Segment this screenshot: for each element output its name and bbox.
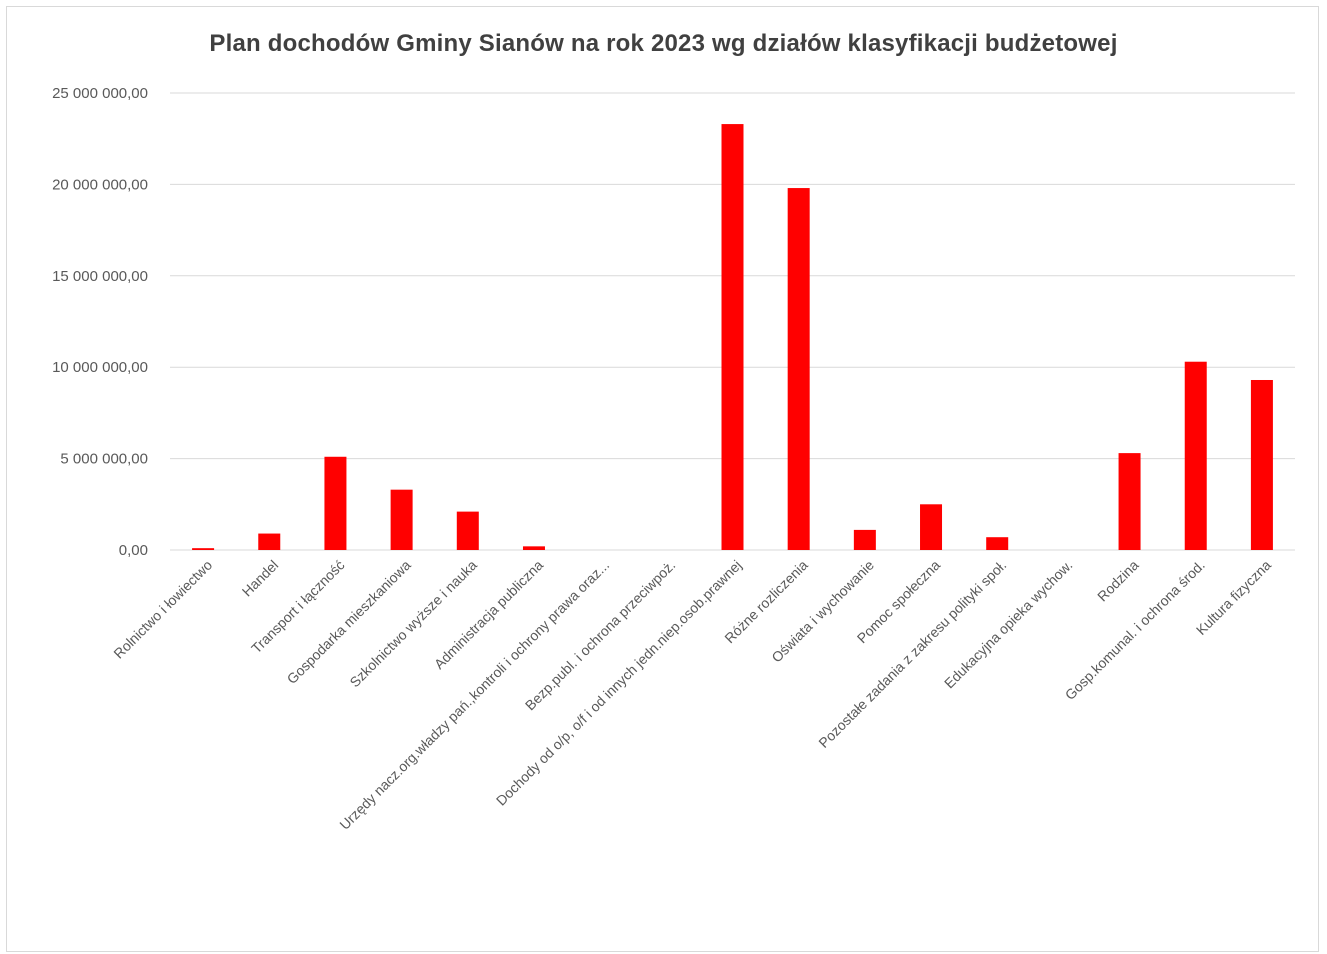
- bar: [324, 456, 347, 550]
- x-tick-label: Handel: [239, 557, 282, 600]
- bar: [787, 188, 810, 550]
- x-tick-label: Gosp.komunal. i ochrona środ.: [1062, 557, 1208, 703]
- y-axis-ticks: 0,00 5 000 000,00 10 000 000,00 15 000 000,…: [52, 85, 148, 559]
- bar: [1250, 379, 1273, 550]
- y-tick-label: 20 000 000,00: [52, 176, 148, 193]
- x-tick-label: Gospodarka mieszkaniowa: [284, 557, 414, 687]
- bar: [192, 548, 215, 550]
- bar: [986, 537, 1009, 550]
- x-tick-label: Dochody od o/p, o/f i od innych jedn.nie…: [493, 557, 745, 809]
- x-tick-label: Rodzina: [1094, 557, 1142, 605]
- bar: [1118, 453, 1141, 550]
- chart-frame: [6, 6, 1319, 952]
- bar: [1184, 361, 1207, 550]
- chart-title: Plan dochodów Gminy Sianów na rok 2023 w…: [209, 30, 1118, 57]
- y-tick-label: 0,00: [119, 542, 148, 559]
- y-tick-label: 10 000 000,00: [52, 359, 148, 376]
- x-tick-label: Rolnictwo i łowiectwo: [110, 557, 215, 662]
- bar: [522, 546, 545, 550]
- bar: [258, 533, 281, 550]
- y-tick-label: 5 000 000,00: [60, 451, 148, 468]
- y-tick-label: 25 000 000,00: [52, 85, 148, 102]
- bars: [192, 124, 1273, 551]
- x-tick-label: Administracja publiczna: [431, 557, 546, 672]
- bar: [853, 529, 876, 550]
- bar: [456, 511, 479, 550]
- bar: [390, 489, 413, 550]
- y-tick-label: 15 000 000,00: [52, 268, 148, 285]
- x-tick-label: Szkolnictwo wyższe i nauka: [346, 557, 480, 691]
- bar: [721, 124, 744, 551]
- bar: [920, 504, 943, 550]
- x-tick-label: Edukacyjna opieka wychow.: [941, 557, 1076, 692]
